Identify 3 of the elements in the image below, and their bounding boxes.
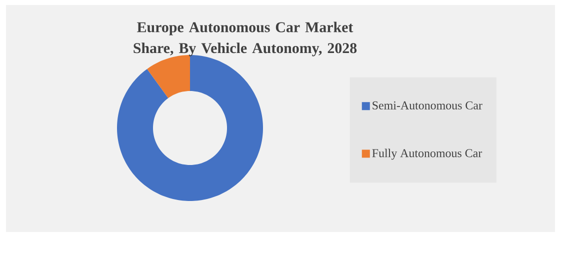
legend-label: Fully Autonomous Car: [372, 148, 482, 160]
chart-title: Europe Autonomous Car Market Share, By Vehicle Autonomy, 2028: [134, 22, 357, 56]
legend-label: Semi-Autonomous Car: [372, 101, 482, 110]
